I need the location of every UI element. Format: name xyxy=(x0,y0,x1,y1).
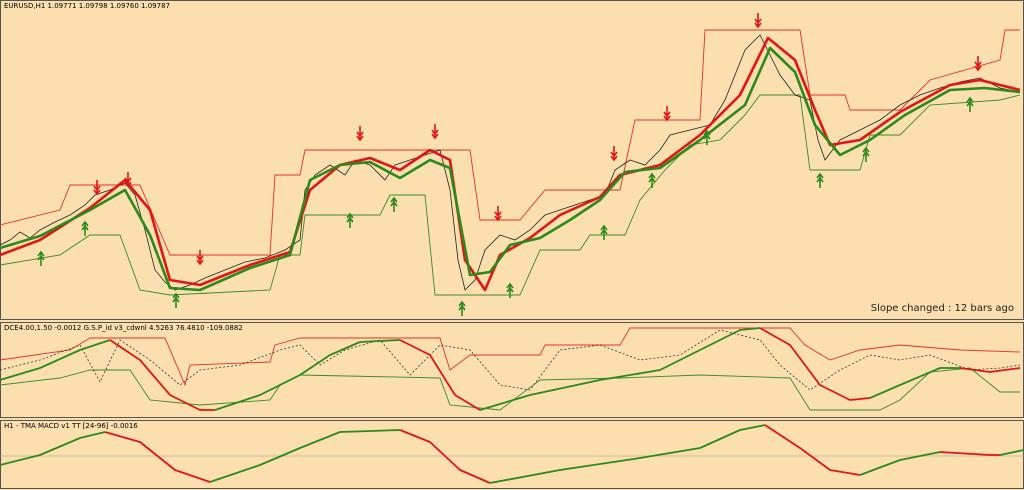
macd-rise xyxy=(0,431,106,466)
indicator-line-rise xyxy=(214,339,401,411)
fast-ma xyxy=(0,36,1021,292)
slope-annotation: Slope changed : 12 bars ago xyxy=(871,303,1014,314)
indicator-signal xyxy=(0,329,1021,391)
macd-rise xyxy=(999,449,1024,456)
sell-arrows xyxy=(93,13,982,266)
indicator-panel xyxy=(0,322,1024,418)
buy-arrows xyxy=(37,96,974,316)
indicator-line-fall xyxy=(759,327,871,401)
indicator-line-fall xyxy=(109,339,215,411)
upper-band xyxy=(0,29,1020,256)
indicator-line-fall xyxy=(959,367,1021,373)
indicator-upper xyxy=(0,327,1021,387)
macd-fall xyxy=(399,429,491,484)
lower-band xyxy=(0,94,1021,296)
macd-fall xyxy=(939,451,1000,456)
indicator-line-fall xyxy=(399,339,481,411)
macd-fall xyxy=(764,424,861,476)
macd-rise xyxy=(489,424,766,484)
main-panel xyxy=(0,0,1024,320)
symbol-info: EURUSD,H1 1.09771 1.09798 1.09760 1.0978… xyxy=(4,2,170,10)
indicator-line-rise xyxy=(479,327,761,411)
indicator-line-rise xyxy=(869,367,960,399)
macd-rise xyxy=(209,429,401,483)
macd-fall xyxy=(104,431,211,483)
price-candles xyxy=(0,34,1021,291)
macd-label: H1 - TMA MACD v1 TT [24-96] -0.0016 xyxy=(4,422,138,430)
slow-ma xyxy=(0,46,1021,292)
macd-rise xyxy=(859,451,941,476)
indicator-lower xyxy=(0,367,1020,411)
indicator-label: DCE4.00,1.50 -0.0012 G.S.P_id v3_cdwnl 4… xyxy=(4,324,243,332)
indicator-line-rise xyxy=(0,339,111,381)
